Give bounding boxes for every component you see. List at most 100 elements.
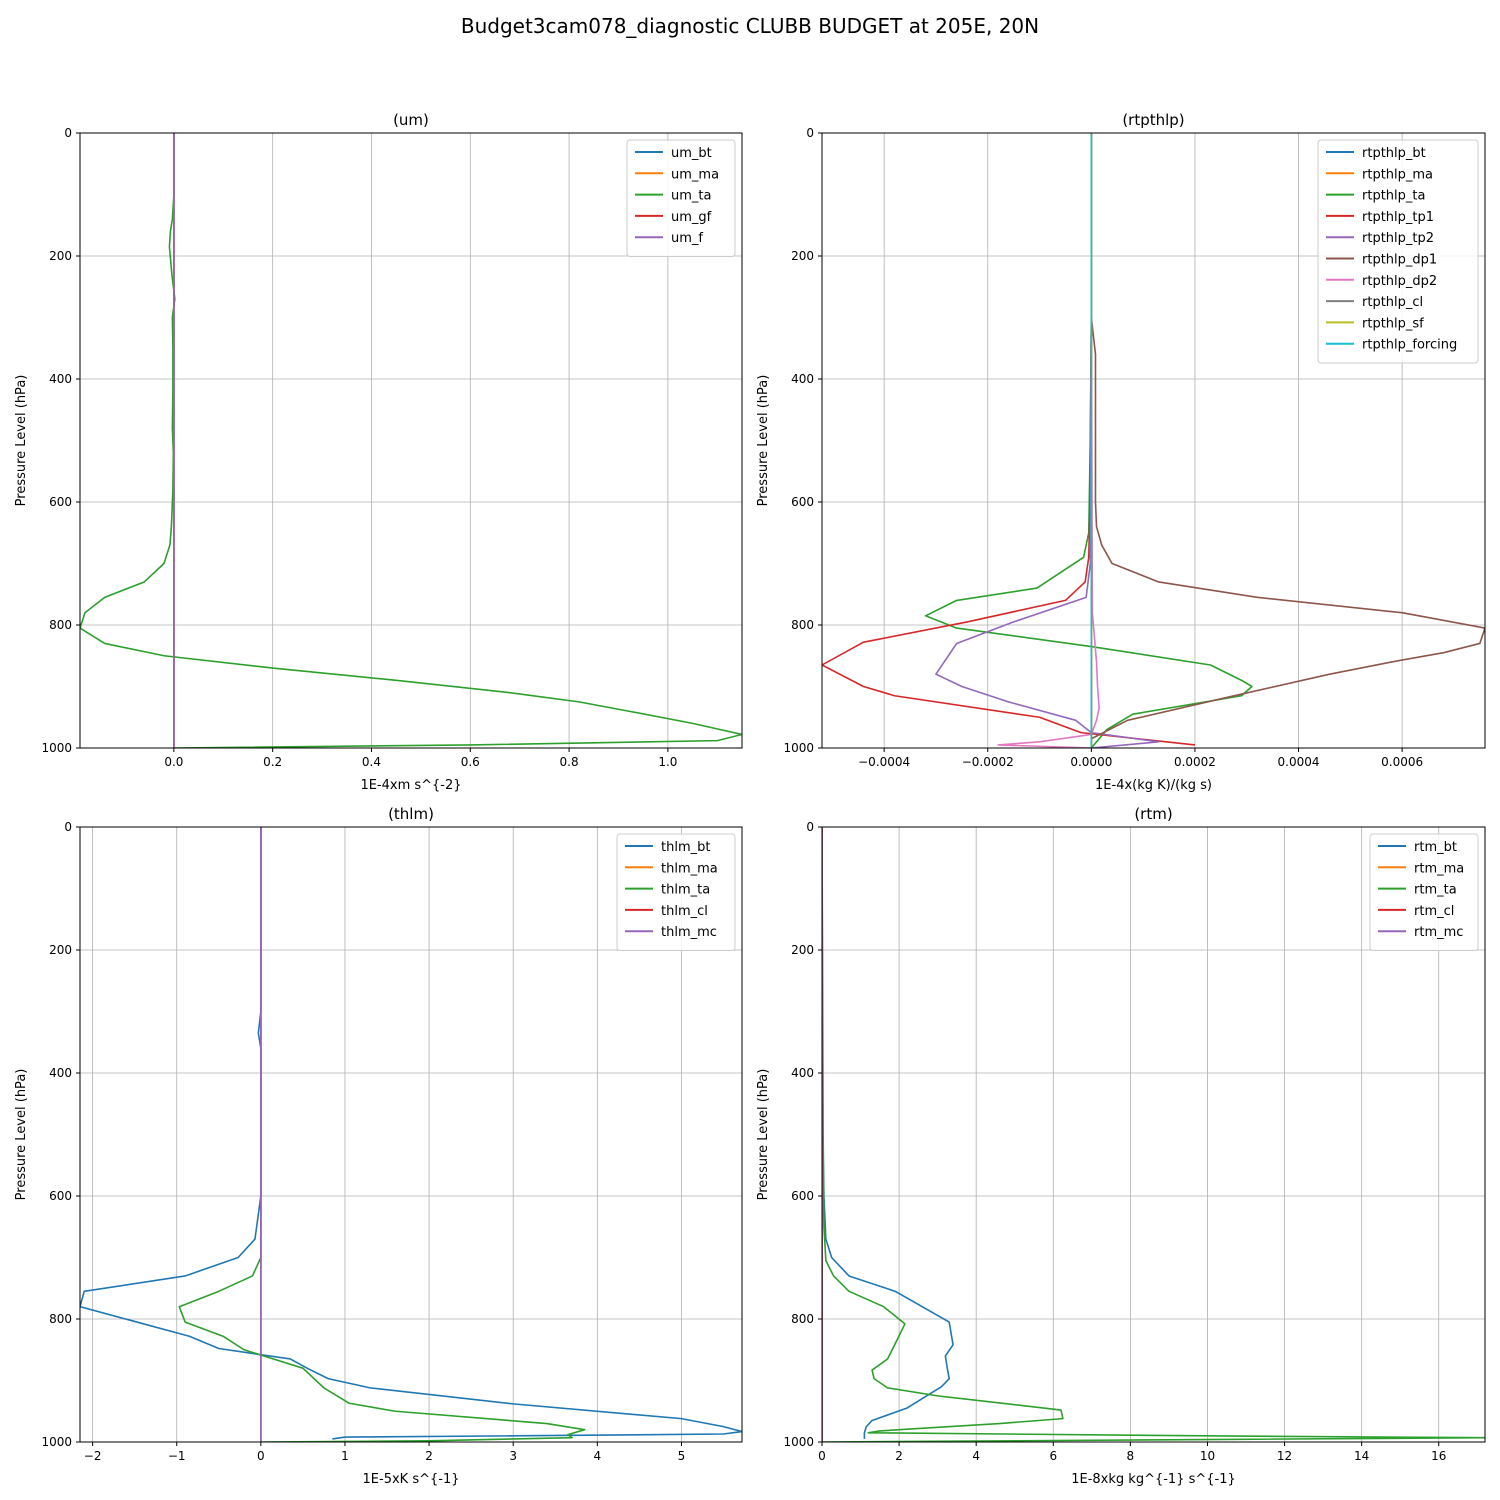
- subplot-title: (rtpthlp): [1122, 111, 1184, 129]
- x-tick-label: 8: [1127, 1449, 1135, 1463]
- legend-entry: rtpthlp_dp1: [1362, 253, 1437, 268]
- x-tick-label: 14: [1354, 1449, 1369, 1463]
- subplot-3: 0 2 4 6 8 10 12 14 16 0 200 400 600 800 1000 (rtm) 1E-8x…: [756, 805, 1486, 1487]
- x-tick-label: 0.0004: [1278, 755, 1320, 769]
- legend-entry: thlm_ta: [661, 883, 710, 898]
- series-line-um_ta: [80, 133, 742, 748]
- y-tick-label: 200: [791, 249, 814, 263]
- x-tick-label: −0.0002: [962, 755, 1014, 769]
- legend: um_bt um_ma um_ta um_gf um_f: [626, 139, 736, 257]
- legend-box: [616, 833, 736, 951]
- x-tick-label: 0.6: [461, 755, 480, 769]
- y-tick-label: 200: [49, 943, 72, 957]
- x-tick-label: 0.0006: [1381, 755, 1423, 769]
- series-line-rtpthlp_tp2: [935, 317, 1160, 748]
- y-axis-label: Pressure Level (hPa): [756, 375, 771, 507]
- y-axis-label: Pressure Level (hPa): [14, 1069, 29, 1201]
- x-tick-label: −1: [168, 1449, 186, 1463]
- x-tick-label: 2: [425, 1449, 433, 1463]
- y-tick-label: 800: [791, 1312, 814, 1326]
- figure-title: Budget3cam078_diagnostic CLUBB BUDGET at…: [460, 14, 1040, 38]
- x-tick-label: 0.0002: [1174, 755, 1216, 769]
- legend-entry: um_f: [671, 231, 703, 246]
- x-tick-label: 10: [1200, 1449, 1215, 1463]
- legend-entry: rtpthlp_tp2: [1362, 231, 1434, 246]
- x-tick-label: 16: [1431, 1449, 1446, 1463]
- y-tick-label: 600: [49, 1189, 72, 1203]
- series-line-rtm_ta: [822, 827, 1485, 1442]
- subplot-title: (rtm): [1134, 805, 1172, 823]
- legend-entry: um_bt: [671, 146, 712, 161]
- legend: rtm_bt rtm_ma rtm_ta rtm_cl rtm_mc: [1369, 833, 1479, 951]
- x-tick-label: −2: [84, 1449, 102, 1463]
- axes-frame: [79, 132, 743, 749]
- legend-entry: rtm_mc: [1414, 925, 1463, 940]
- legend-entry: um_ta: [671, 189, 711, 204]
- y-tick-label: 1000: [41, 741, 72, 755]
- y-tick-label: 600: [49, 495, 72, 509]
- legend-entry: rtpthlp_ta: [1362, 189, 1425, 204]
- y-tick-label: 0: [64, 820, 72, 834]
- x-tick-label: 0: [257, 1449, 265, 1463]
- y-tick-label: 400: [49, 372, 72, 386]
- y-tick-label: 1000: [41, 1435, 72, 1449]
- x-tick-label: 0: [818, 1449, 826, 1463]
- legend: thlm_bt thlm_ma thlm_ta thlm_cl thlm_mc: [616, 833, 736, 951]
- legend-entry: rtpthlp_sf: [1362, 316, 1424, 331]
- axes-frame: [821, 132, 1486, 749]
- y-tick-label: 0: [64, 126, 72, 140]
- legend-entry: rtm_cl: [1414, 904, 1454, 919]
- y-tick-label: 800: [49, 1312, 72, 1326]
- legend-entry: rtpthlp_bt: [1362, 146, 1426, 161]
- y-tick-label: 400: [49, 1066, 72, 1080]
- x-tick-label: 3: [509, 1449, 517, 1463]
- y-tick-label: 0: [806, 820, 814, 834]
- x-tick-label: 5: [678, 1449, 686, 1463]
- y-tick-label: 800: [791, 618, 814, 632]
- y-tick-label: 200: [791, 943, 814, 957]
- x-axis-label: 1E-4xm s^{-2}: [360, 778, 461, 793]
- series-line-rtpthlp_tp1: [822, 317, 1196, 746]
- legend-box: [1369, 833, 1479, 951]
- x-tick-label: 1: [341, 1449, 349, 1463]
- legend-entry: thlm_mc: [661, 925, 717, 940]
- legend-entry: thlm_bt: [661, 840, 710, 855]
- legend-entry: rtpthlp_cl: [1362, 295, 1423, 310]
- legend-entry: um_ma: [671, 167, 719, 182]
- x-tick-label: 0.0: [164, 755, 183, 769]
- legend-entry: um_gf: [671, 210, 712, 225]
- legend: rtpthlp_bt rtpthlp_ma rtpthlp_ta rtpthlp_tp…: [1317, 139, 1479, 364]
- y-tick-label: 400: [791, 372, 814, 386]
- x-tick-label: 2: [895, 1449, 903, 1463]
- series-line-rtpthlp_dp2: [997, 317, 1100, 748]
- x-tick-label: 12: [1277, 1449, 1292, 1463]
- legend-entry: rtpthlp_forcing: [1362, 338, 1457, 353]
- x-tick-label: 1.0: [658, 755, 677, 769]
- y-tick-label: 800: [49, 618, 72, 632]
- axes-frame: [79, 826, 743, 1443]
- x-tick-label: 0.0000: [1070, 755, 1112, 769]
- x-axis-label: 1E-5xK s^{-1}: [363, 1472, 460, 1487]
- x-tick-label: 4: [593, 1449, 601, 1463]
- y-tick-label: 600: [791, 1189, 814, 1203]
- series-line-thlm_ta: [178, 827, 586, 1442]
- y-tick-label: 400: [791, 1066, 814, 1080]
- x-tick-label: −0.0004: [858, 755, 910, 769]
- legend-entry: rtm_ta: [1414, 883, 1457, 898]
- y-tick-label: 200: [49, 249, 72, 263]
- legend-entry: rtm_ma: [1414, 861, 1464, 876]
- axes-frame: [821, 826, 1486, 1443]
- legend-entry: thlm_cl: [661, 904, 708, 919]
- subplot-title: (thlm): [388, 805, 434, 823]
- y-tick-label: 0: [806, 126, 814, 140]
- legend-entry: thlm_ma: [661, 861, 718, 876]
- x-tick-label: 0.2: [263, 755, 282, 769]
- subplot-2: −2 −1 0 1 2 3 4 5 0 200 400 600 800 1000 (thlm) 1E-5xK …: [14, 805, 743, 1487]
- y-tick-label: 1000: [783, 741, 814, 755]
- legend-box: [1317, 139, 1479, 364]
- x-axis-label: 1E-4x(kg K)/(kg s): [1095, 778, 1212, 793]
- y-tick-label: 600: [791, 495, 814, 509]
- legend-entry: rtpthlp_dp2: [1362, 274, 1437, 289]
- y-axis-label: Pressure Level (hPa): [756, 1069, 771, 1201]
